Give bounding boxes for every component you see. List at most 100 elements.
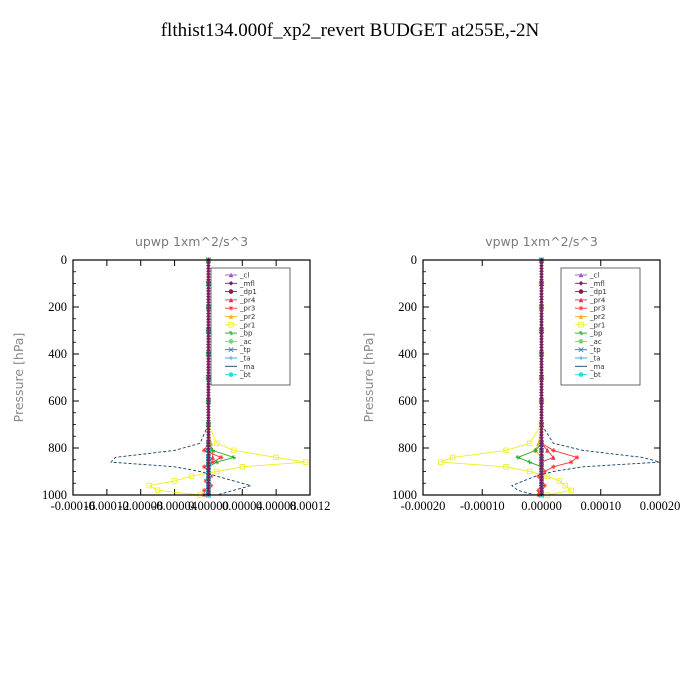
data-point-pr1 (231, 447, 237, 454)
data-point-mfl (539, 381, 544, 387)
data-point-mfl (539, 325, 544, 330)
data-point-mfl (539, 463, 544, 469)
x-tick-label: 0.00008 (256, 499, 297, 513)
data-point-mfl (539, 353, 544, 359)
data-point-pr3 (201, 464, 207, 470)
data-point-mfl (206, 339, 211, 345)
data-point-mfl (206, 285, 211, 291)
legend-label: _ma (239, 363, 255, 371)
data-point-bp (231, 455, 237, 460)
data-point-mfl (206, 446, 211, 452)
data-point-mfl (206, 274, 211, 280)
data-point-mfl (539, 285, 544, 291)
data-point-mfl (206, 350, 211, 356)
data-point-mfl (206, 277, 211, 283)
plot-frame (72, 259, 311, 496)
data-point-mfl (206, 283, 211, 288)
data-point-mfl (206, 308, 211, 314)
y-tick-label: 0 (411, 253, 417, 267)
data-point-mfl (206, 367, 211, 373)
data-point-mfl (539, 438, 544, 443)
data-point-mfl (206, 393, 211, 398)
data-point-mfl (539, 488, 544, 494)
data-point-pr3 (201, 488, 207, 493)
data-point-mfl (206, 469, 211, 474)
data-point-mfl (539, 472, 544, 477)
data-point-mfl (206, 302, 211, 308)
data-point-bp (214, 459, 220, 465)
data-point-mfl (206, 483, 211, 488)
data-point-mfl (206, 370, 211, 376)
data-point-mfl (539, 455, 544, 460)
data-point-mfl (539, 424, 544, 429)
data-point-mfl (206, 415, 211, 421)
data-point-mfl (539, 370, 544, 376)
data-point-mfl (206, 424, 211, 429)
data-point-mfl (539, 449, 544, 455)
data-point-mfl (206, 364, 211, 370)
x-tick-label: 0.00000 (521, 499, 562, 513)
legend-marker (578, 347, 584, 353)
data-point-mfl (539, 333, 544, 339)
data-point-mfl (539, 350, 544, 356)
data-point-mfl (539, 432, 544, 438)
legend-label: _pr4 (589, 296, 606, 304)
data-point-mfl (539, 331, 544, 336)
legend-label: _pr2 (589, 313, 605, 321)
data-point-mfl (539, 486, 544, 491)
data-point-mfl (206, 291, 211, 297)
data-point-mfl (206, 426, 211, 432)
x-tick-label: 0.00012 (290, 499, 331, 513)
data-point-mfl (206, 300, 211, 305)
legend-marker (578, 330, 584, 336)
data-point-mfl (206, 336, 211, 342)
data-point-mfl (539, 316, 544, 322)
data-point-mfl (206, 333, 211, 339)
data-point-mfl (539, 387, 544, 393)
x-tick-label: -0.00004 (152, 499, 198, 513)
data-point-mfl (539, 452, 544, 457)
data-point-mfl (206, 457, 211, 463)
data-point-mfl (539, 418, 544, 424)
data-point-bp (210, 448, 215, 453)
data-point-mfl (206, 441, 211, 446)
data-point-mfl (539, 460, 544, 466)
data-point-pr3 (536, 488, 541, 493)
data-point-mfl (539, 441, 544, 446)
data-point-mfl (539, 477, 544, 483)
data-point-mfl (206, 432, 211, 438)
data-point-mfl (539, 314, 544, 319)
data-point-mfl (206, 373, 211, 378)
data-point-mfl (539, 474, 544, 480)
legend-marker (228, 297, 234, 303)
data-point-pr3 (536, 473, 541, 479)
x-tick-label: -0.00008 (118, 499, 163, 513)
y-axis-label: Pressure [hPa] (361, 333, 376, 423)
data-point-mfl (539, 308, 544, 314)
legend-label: _dp1 (239, 288, 257, 296)
data-point-pr4 (545, 448, 550, 453)
data-point-mfl (539, 443, 544, 449)
legend-label: _bt (239, 371, 251, 379)
data-point-pr4 (551, 455, 556, 460)
legend-label: _bt (589, 371, 601, 379)
data-point-mfl (206, 472, 211, 477)
legend-label: _pr1 (239, 321, 255, 329)
data-point-pr1 (171, 478, 178, 484)
panel-title: vpwp 1xm^2/s^3 (485, 234, 598, 249)
data-point-mfl (206, 378, 211, 384)
legend-marker (228, 305, 234, 311)
data-point-mfl (206, 325, 211, 330)
data-point-pr3 (218, 455, 224, 460)
data-point-pr3 (542, 469, 547, 474)
data-point-pr3 (203, 478, 209, 484)
data-point-mfl (206, 404, 211, 409)
data-point-mfl (206, 438, 211, 443)
data-point-pr1 (154, 487, 161, 493)
data-point-pr3 (208, 473, 214, 479)
data-point-mfl (206, 455, 211, 460)
y-tick-label: 200 (48, 300, 67, 314)
y-tick-label: 0 (61, 253, 67, 267)
data-point-mfl (206, 297, 211, 302)
data-point-pr1 (303, 459, 309, 465)
